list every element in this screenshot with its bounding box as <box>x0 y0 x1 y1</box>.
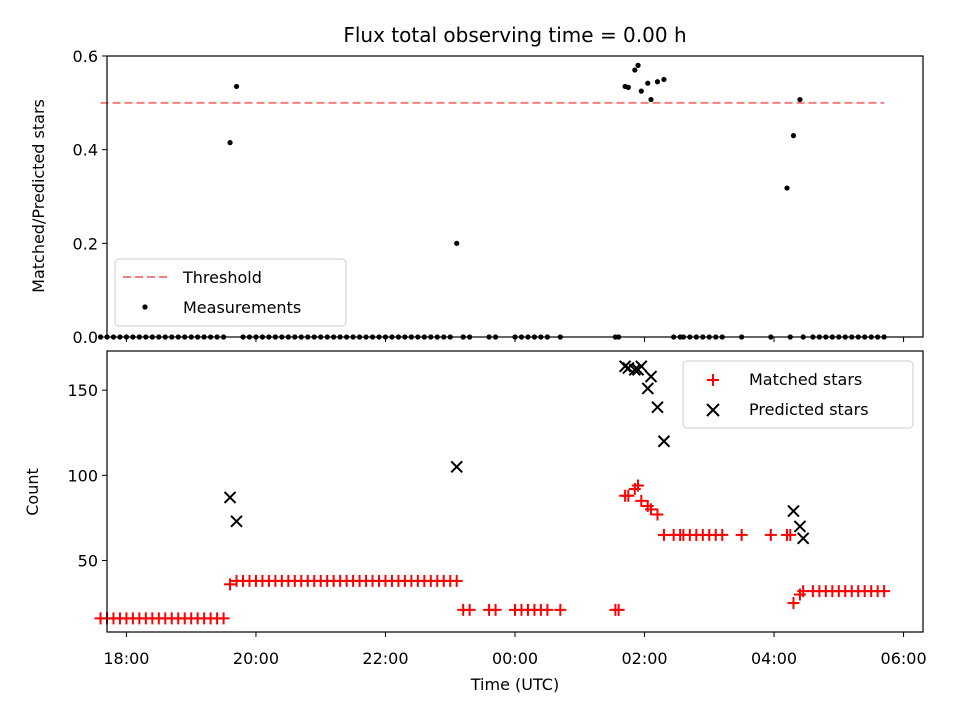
bottom-x-axis: 18:00 20:00 22:00 00:00 02:00 04:00 06:00 <box>103 632 927 668</box>
bottom-x-tick-label: 20:00 <box>233 649 279 668</box>
bottom-y-axis: 50 100 150 <box>67 381 107 570</box>
top-panel: 0.0 0.2 0.4 0.6 Matched/Predicted stars Thr… <box>29 47 924 347</box>
predicted-star-point <box>230 515 243 528</box>
measurement-point <box>638 88 644 94</box>
predicted-star-point <box>641 382 654 395</box>
matched-star-point <box>450 574 463 587</box>
bottom-x-tick-label: 04:00 <box>751 649 797 668</box>
matched-star-point <box>735 528 748 541</box>
bottom-x-tick-label: 18:00 <box>103 649 149 668</box>
matched-star-point <box>632 479 645 492</box>
predicted-star-point <box>223 491 237 504</box>
matched-star-point <box>489 603 502 616</box>
matched-star-point <box>463 603 476 616</box>
measurements-legend-swatch <box>142 304 148 310</box>
top-y-tick-label: 0.6 <box>73 47 98 66</box>
predicted-star-stroke <box>793 520 807 533</box>
top-y-tick-label: 0.2 <box>73 234 98 253</box>
x-axis-label: Time (UTC) <box>470 675 559 694</box>
top-x-axis <box>125 337 905 342</box>
predicted-star-stroke <box>641 382 654 395</box>
matched-star-point <box>878 585 891 598</box>
matched-star-point <box>784 528 797 541</box>
matched-star-point <box>612 603 625 616</box>
predicted-star-stroke <box>796 532 810 545</box>
predicted-star-stroke <box>622 361 635 375</box>
bottom-y-tick-label: 150 <box>67 381 98 400</box>
bottom-legend: Matched stars Predicted stars <box>682 360 914 429</box>
top-y-axis: 0.0 0.2 0.4 0.6 <box>73 47 107 347</box>
matched-star-point <box>224 578 237 591</box>
matched-star-point <box>554 603 567 616</box>
measurement-point <box>454 240 460 246</box>
measurement-point <box>790 133 797 139</box>
measurement-point <box>654 79 661 85</box>
top-legend-frame <box>114 258 347 327</box>
bottom-x-tick-label: 02:00 <box>621 649 667 668</box>
predicted-star-point <box>635 360 648 373</box>
measurement-point <box>648 96 654 103</box>
measurement-point <box>645 80 651 86</box>
bottom-x-tick-label: 06:00 <box>881 649 927 668</box>
predicted-legend-swatch <box>706 403 720 417</box>
measurement-point <box>625 84 631 90</box>
top-legend: Threshold Measurements <box>114 258 347 327</box>
measurement-point <box>661 76 667 83</box>
matched-star-point <box>787 597 800 610</box>
predicted-star-stroke <box>618 360 632 373</box>
threshold-legend-label: Threshold <box>182 268 262 287</box>
bottom-y-axis-label: Count <box>23 468 42 516</box>
predicted-star-point <box>628 363 642 376</box>
matched-star-point <box>635 494 648 507</box>
predicted-star-stroke <box>651 400 664 414</box>
bottom-x-tick-label: 00:00 <box>492 649 538 668</box>
predicted-star-stroke <box>635 360 648 373</box>
predicted-star-point <box>651 400 664 414</box>
predicted-star-point <box>793 520 807 533</box>
matched-star-point <box>541 603 554 616</box>
predicted-star-stroke <box>657 435 671 448</box>
matched-star-point <box>764 528 777 541</box>
top-y-tick-label: 0.0 <box>73 328 98 347</box>
predicted-star-stroke <box>230 515 243 528</box>
bottom-panel: 50 100 150 18:00 20:00 22:00 00:00 02:00 04:00 0… <box>23 350 927 694</box>
measurement-point <box>797 96 803 103</box>
measurement-point <box>97 334 104 340</box>
measurements-legend-label: Measurements <box>183 298 301 317</box>
predicted-star-point <box>787 504 800 518</box>
measurement-point <box>632 67 638 73</box>
chart-title: Flux total observing time = 0.00 h <box>343 23 686 47</box>
bottom-x-tick-label: 22:00 <box>362 649 408 668</box>
predicted-star-stroke <box>644 370 658 383</box>
predicted-star-point <box>644 370 658 383</box>
measurement-point <box>784 185 790 191</box>
predicted-star-point <box>796 532 810 545</box>
measurement-point <box>233 83 240 90</box>
predicted-star-stroke <box>450 460 463 474</box>
predicted-star-stroke <box>223 491 237 504</box>
predicted-legend-label: Predicted stars <box>749 400 869 419</box>
predicted-star-point <box>657 435 671 448</box>
top-y-tick-label: 0.4 <box>73 141 98 160</box>
top-y-axis-label: Matched/Predicted stars <box>29 99 48 293</box>
bottom-y-tick-label: 100 <box>67 466 98 485</box>
measurement-point <box>635 62 641 68</box>
matched-star-point <box>217 612 230 625</box>
bottom-y-tick-label: 50 <box>78 551 98 570</box>
bottom-plot-area <box>94 360 891 625</box>
matched-star-point <box>716 528 729 541</box>
predicted-star-point <box>450 460 463 474</box>
matched-star-point <box>622 489 635 502</box>
predicted-star-stroke <box>787 504 800 518</box>
measurement-point <box>227 140 233 146</box>
matched-star-point <box>651 508 664 521</box>
predicted-star-point <box>618 360 632 373</box>
bottom-legend-frame <box>682 360 914 429</box>
matched-legend-label: Matched stars <box>749 370 862 389</box>
matched-star-point <box>645 503 657 516</box>
matched-legend-swatch <box>707 374 719 386</box>
predicted-star-stroke <box>628 363 642 376</box>
